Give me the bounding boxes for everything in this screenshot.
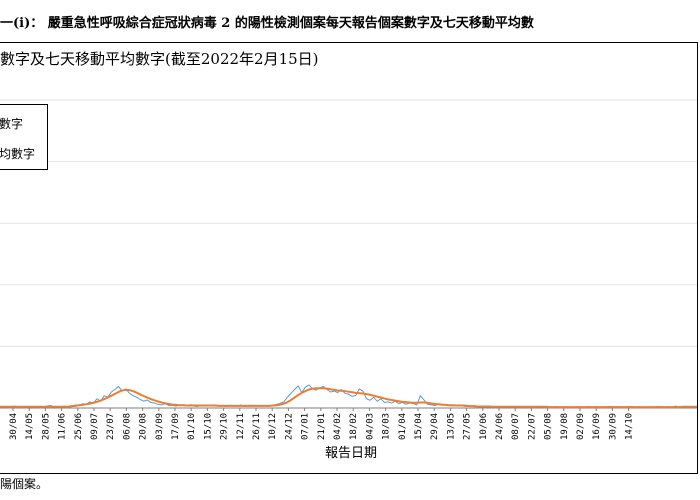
x-axis-ticks: 30/04 14/05 28/05 11/06 25/06 09/07 23/07 06/08… — [9, 408, 635, 440]
x-tick-label: 03/09 — [155, 413, 165, 440]
legend-label-average: 均數字 — [0, 147, 36, 161]
x-tick-label: 02/09 — [576, 413, 586, 440]
x-tick-label: 18/03 — [382, 413, 392, 440]
x-tick-label: 05/08 — [544, 413, 554, 440]
x-tick-label: 09/07 — [90, 413, 100, 440]
x-tick-label: 29/10 — [220, 413, 230, 440]
x-tick-label: 15/04 — [414, 413, 424, 440]
x-tick-label: 23/07 — [106, 413, 116, 440]
x-tick-label: 04/02 — [333, 413, 343, 440]
x-tick-label: 10/12 — [268, 413, 278, 440]
x-tick-label: 10/06 — [479, 413, 489, 440]
x-tick-label: 11/06 — [58, 413, 68, 440]
x-tick-label: 25/06 — [74, 413, 84, 440]
chart-title: 數字及七天移動平均數字(截至2022年2月15日) — [0, 50, 319, 68]
x-tick-label: 07/01 — [301, 413, 311, 440]
x-tick-label: 24/06 — [495, 413, 505, 440]
report-header: 一(i)： 嚴重急性呼吸綜合症冠狀病毒 2 的陽性檢測個案每天報告個案數字及七天… — [0, 0, 700, 42]
series-line-average — [0, 387, 697, 409]
x-tick-label: 01/10 — [187, 413, 197, 440]
x-tick-label: 20/08 — [139, 413, 149, 440]
figure-heading: 一(i)： 嚴重急性呼吸綜合症冠狀病毒 2 的陽性檢測個案每天報告個案數字及七天… — [0, 16, 534, 31]
series-line-daily — [0, 384, 698, 408]
x-tick-label: 04/03 — [365, 413, 375, 440]
legend: 數字 均數字 — [0, 104, 48, 170]
x-tick-label: 29/04 — [430, 413, 440, 440]
x-tick-label: 17/09 — [171, 413, 181, 440]
series-layer — [0, 384, 698, 409]
x-tick-label: 14/10 — [625, 413, 635, 440]
x-tick-label: 16/09 — [592, 413, 602, 440]
gridlines — [0, 99, 697, 409]
x-tick-label: 30/09 — [608, 413, 618, 440]
x-tick-label: 18/02 — [349, 413, 359, 440]
x-tick-label: 01/04 — [398, 413, 408, 440]
x-tick-label: 08/07 — [511, 413, 521, 440]
x-tick-label: 22/07 — [527, 413, 537, 440]
x-tick-label: 27/05 — [463, 413, 473, 440]
footnote: 陽個案。 — [0, 477, 49, 491]
chart-frame — [0, 42, 698, 474]
x-tick-label: 15/10 — [203, 413, 213, 440]
x-tick-label: 30/04 — [9, 413, 19, 440]
x-tick-label: 28/05 — [41, 413, 51, 440]
x-tick-label: 24/12 — [284, 413, 294, 440]
x-tick-label: 21/01 — [317, 413, 327, 440]
x-tick-label: 13/05 — [446, 413, 456, 440]
x-tick-label: 26/11 — [252, 413, 262, 440]
legend-label-daily: 數字 — [0, 117, 24, 131]
x-tick-label: 14/05 — [25, 413, 35, 440]
x-tick-label: 06/08 — [122, 413, 132, 440]
x-tick-label: 12/11 — [236, 413, 246, 440]
x-axis-label: 報告日期 — [325, 446, 378, 461]
x-tick-label: 19/08 — [560, 413, 570, 440]
